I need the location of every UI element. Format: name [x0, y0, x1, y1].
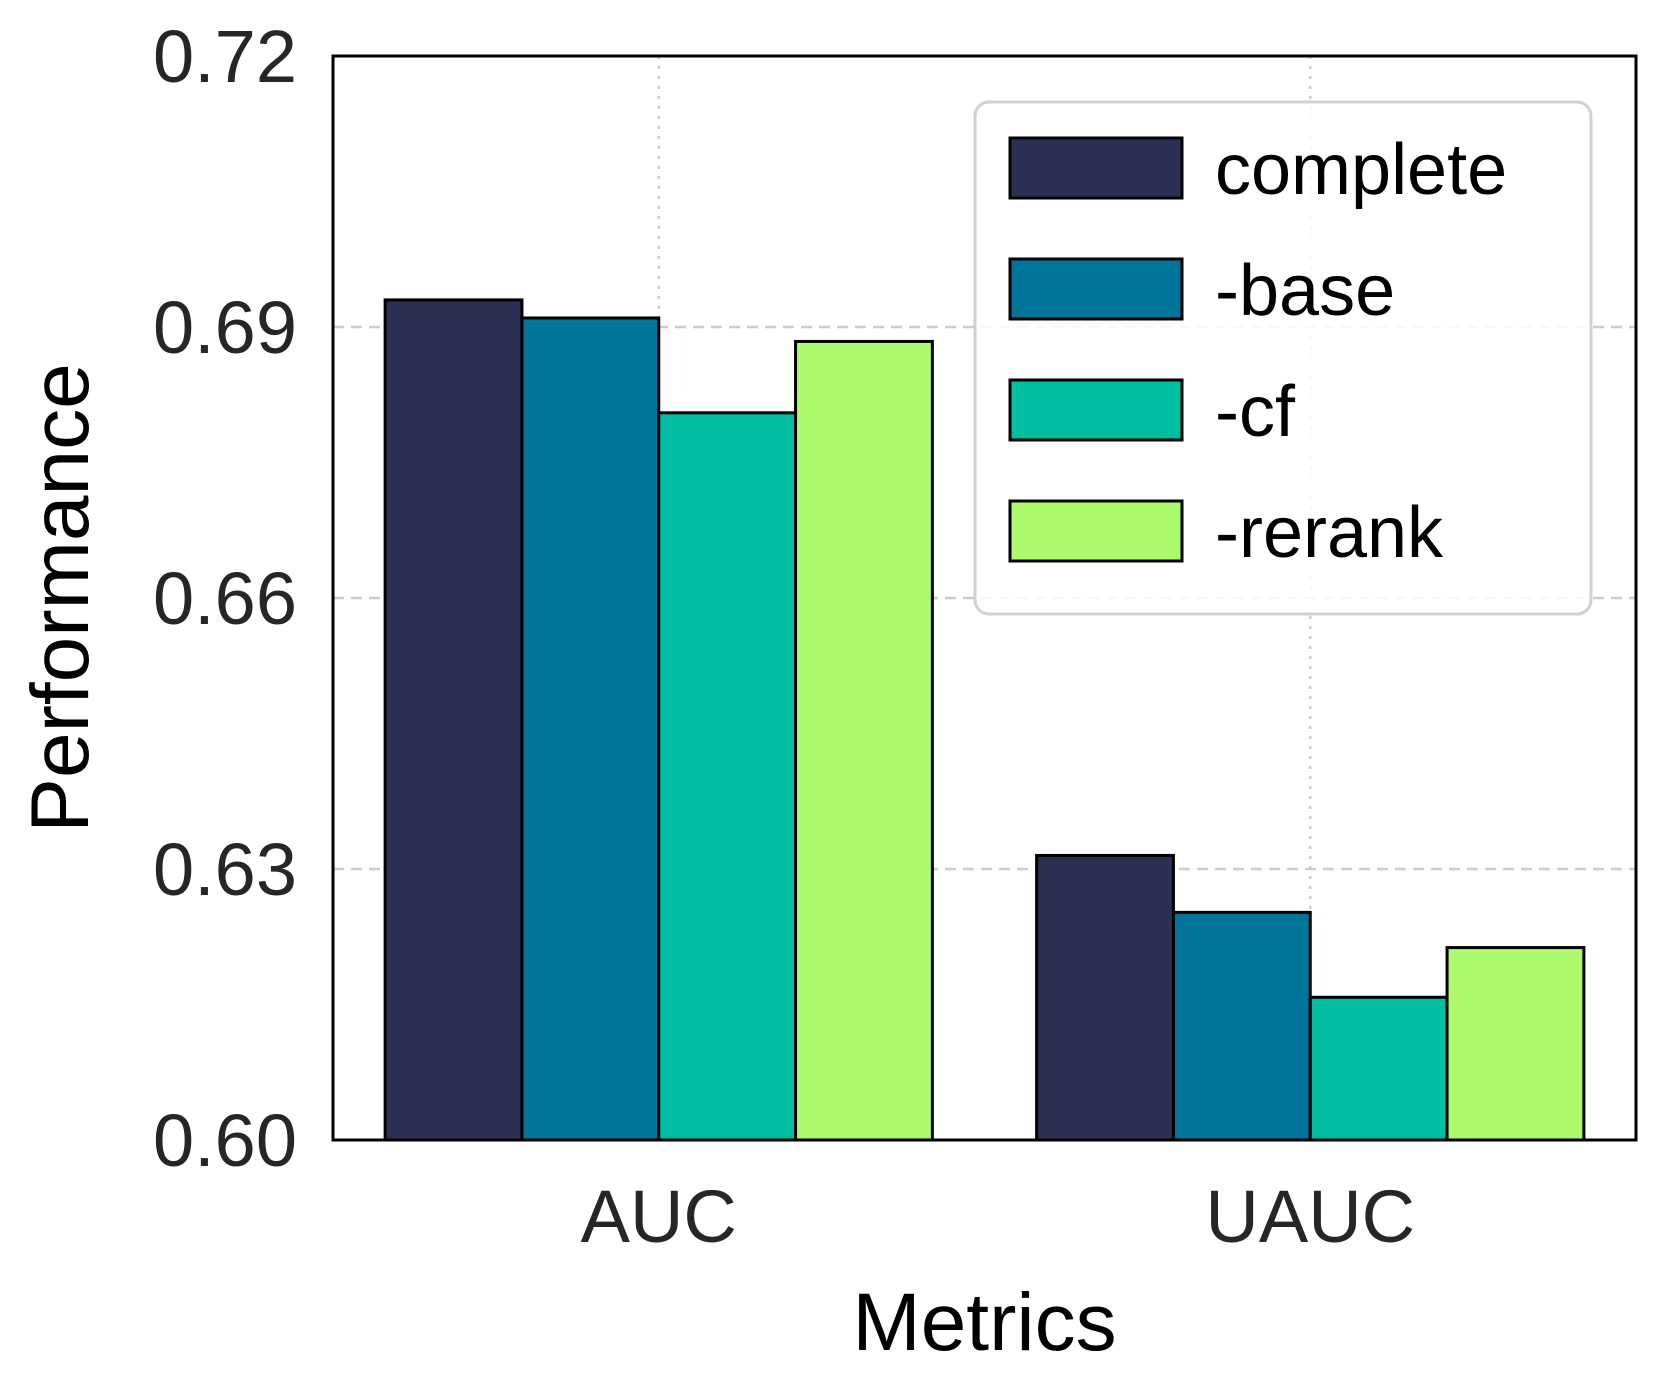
y-tick-label: 0.60	[153, 1099, 297, 1182]
x-axis-ticks: AUC UAUC	[581, 1175, 1415, 1258]
x-axis-label: Metrics	[852, 1277, 1116, 1368]
bar-auc-rerank	[794, 339, 934, 1142]
bar-auc-base	[520, 316, 661, 1142]
legend-label-base: -base	[1215, 251, 1395, 331]
legend: complete -base -cf -rerank	[973, 100, 1593, 616]
legend-swatch-rerank	[1008, 499, 1184, 563]
y-tick-label: 0.66	[153, 557, 297, 640]
bar-auc-cf	[657, 411, 798, 1142]
legend-label-complete: complete	[1215, 130, 1507, 210]
legend-swatch-base	[1008, 257, 1184, 321]
x-tick-label: UAUC	[1205, 1175, 1415, 1258]
bar-uauc-cf	[1308, 995, 1449, 1142]
legend-box	[973, 100, 1593, 616]
bar-uauc-complete	[1035, 853, 1175, 1142]
legend-label-cf: -cf	[1215, 372, 1296, 452]
legend-swatch-complete	[1008, 136, 1184, 200]
legend-label-rerank: -rerank	[1215, 493, 1444, 573]
y-axis-label: Performance	[15, 363, 106, 832]
y-tick-label: 0.72	[153, 15, 297, 98]
y-axis-ticks: 0.60 0.63 0.66 0.69 0.72	[153, 15, 297, 1182]
plot-frame	[331, 54, 1638, 1142]
bars	[383, 298, 1586, 1142]
bar-uauc-rerank	[1445, 946, 1586, 1142]
y-tick-label: 0.63	[153, 828, 297, 911]
x-tick-label: AUC	[581, 1175, 737, 1258]
bar-uauc-base	[1171, 910, 1312, 1142]
legend-swatch-cf	[1008, 378, 1184, 442]
bar-auc-complete	[383, 298, 524, 1142]
y-tick-label: 0.69	[153, 286, 297, 369]
